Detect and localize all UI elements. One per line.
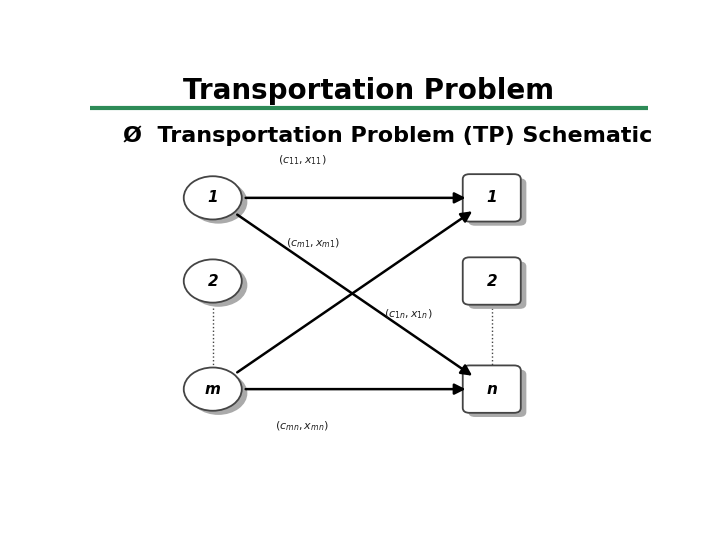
Circle shape [184, 176, 242, 219]
FancyBboxPatch shape [468, 261, 526, 309]
Circle shape [189, 264, 248, 307]
Text: $(c_{mn},x_{mn})$: $(c_{mn},x_{mn})$ [275, 420, 329, 433]
Circle shape [184, 259, 242, 302]
Circle shape [189, 372, 248, 415]
Circle shape [184, 368, 242, 411]
Text: n: n [486, 382, 498, 396]
FancyBboxPatch shape [463, 366, 521, 413]
FancyBboxPatch shape [468, 369, 526, 417]
Circle shape [189, 180, 248, 224]
Text: $(c_{1n},x_{1n})$: $(c_{1n},x_{1n})$ [384, 307, 432, 321]
FancyBboxPatch shape [468, 178, 526, 226]
Text: 1: 1 [487, 191, 497, 205]
FancyBboxPatch shape [463, 174, 521, 221]
Text: $(c_{m1},x_{m1})$: $(c_{m1},x_{m1})$ [287, 237, 340, 251]
Text: 1: 1 [207, 191, 218, 205]
FancyBboxPatch shape [463, 258, 521, 305]
Text: Transportation Problem: Transportation Problem [184, 77, 554, 105]
Text: Ø  Transportation Problem (TP) Schematic: Ø Transportation Problem (TP) Schematic [124, 125, 653, 146]
Text: 2: 2 [487, 274, 497, 288]
Text: $(c_{11},x_{11})$: $(c_{11},x_{11})$ [278, 154, 326, 167]
Text: 2: 2 [207, 274, 218, 288]
Text: m: m [204, 382, 221, 396]
